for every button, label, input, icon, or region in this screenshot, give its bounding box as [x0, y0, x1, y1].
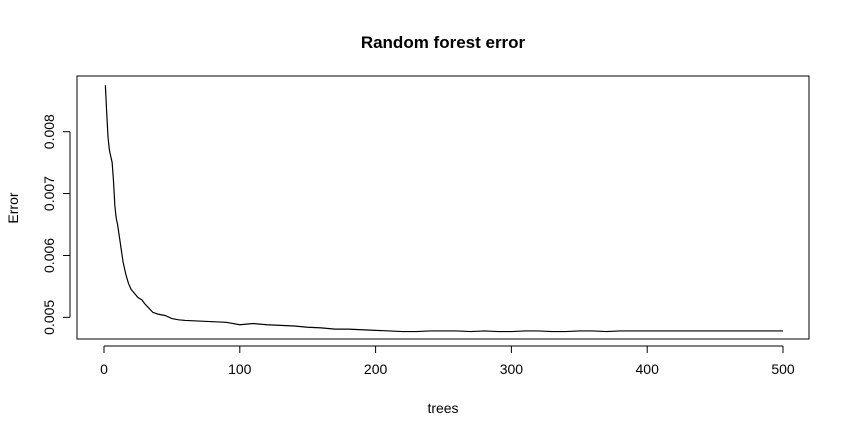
- x-tick-label: 100: [228, 361, 252, 377]
- chart-title: Random forest error: [361, 33, 526, 52]
- x-axis: 0 100 200 300 400 500: [100, 345, 795, 377]
- x-tick-label: 200: [364, 361, 388, 377]
- x-tick-label: 0: [100, 361, 108, 377]
- y-axis: 0.005 0.006 0.007 0.008: [41, 114, 71, 335]
- x-tick-label: 400: [636, 361, 660, 377]
- x-tick-label: 300: [500, 361, 524, 377]
- y-tick-label: 0.005: [41, 300, 57, 335]
- x-axis-label: trees: [427, 400, 458, 416]
- y-tick-label: 0.007: [41, 176, 57, 211]
- plot-frame: [76, 75, 810, 340]
- y-tick-label: 0.008: [41, 114, 57, 149]
- x-tick-label: 500: [771, 361, 795, 377]
- y-axis-label: Error: [5, 192, 21, 223]
- series-line-0: [104, 85, 783, 333]
- y-tick-label: 0.006: [41, 238, 57, 273]
- series-layer: [104, 85, 783, 333]
